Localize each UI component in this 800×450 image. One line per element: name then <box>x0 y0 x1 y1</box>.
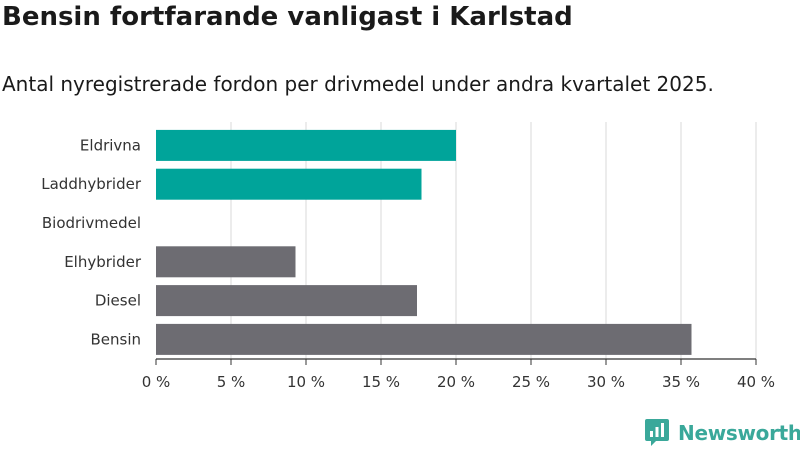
chart-title: Bensin fortfarande vanligast i Karlstad <box>2 2 573 32</box>
bar-eldrivna <box>156 129 456 161</box>
newsworthy-logo-icon <box>645 419 669 446</box>
brand-logo: Newsworthy <box>644 418 800 448</box>
category-label: Elhybrider <box>64 253 142 271</box>
x-tick-label: 40 % <box>737 373 775 391</box>
category-label: Diesel <box>95 292 141 310</box>
x-tick-label: 35 % <box>662 373 700 391</box>
category-label: Eldrivna <box>80 136 141 154</box>
grid-lines <box>230 122 757 359</box>
category-label: Bensin <box>90 330 141 348</box>
bars <box>156 129 692 355</box>
category-labels: Eldrivna Laddhybrider Biodrivmedel Elhybrid… <box>41 136 142 348</box>
x-tick-label: 15 % <box>362 373 400 391</box>
brand-name: Newsworthy <box>678 421 800 445</box>
bar-bensin <box>156 323 692 355</box>
x-tick-label: 25 % <box>512 373 550 391</box>
category-label: Biodrivmedel <box>42 214 141 232</box>
x-tick-label: 10 % <box>287 373 325 391</box>
x-tick-label: 0 % <box>142 373 171 391</box>
bar-diesel <box>156 285 417 317</box>
x-axis: 0 % 5 % 10 % 15 % 20 % 25 % 30 % 35 % 40 % <box>142 358 775 391</box>
bar-laddhybrider <box>156 168 422 200</box>
category-label: Laddhybrider <box>41 175 142 193</box>
x-tick-label: 30 % <box>587 373 625 391</box>
chart-subtitle: Antal nyregistrerade fordon per drivmede… <box>2 72 714 96</box>
x-tick-label: 5 % <box>217 373 246 391</box>
x-tick-label: 20 % <box>437 373 475 391</box>
bar-elhybrider <box>156 246 296 278</box>
